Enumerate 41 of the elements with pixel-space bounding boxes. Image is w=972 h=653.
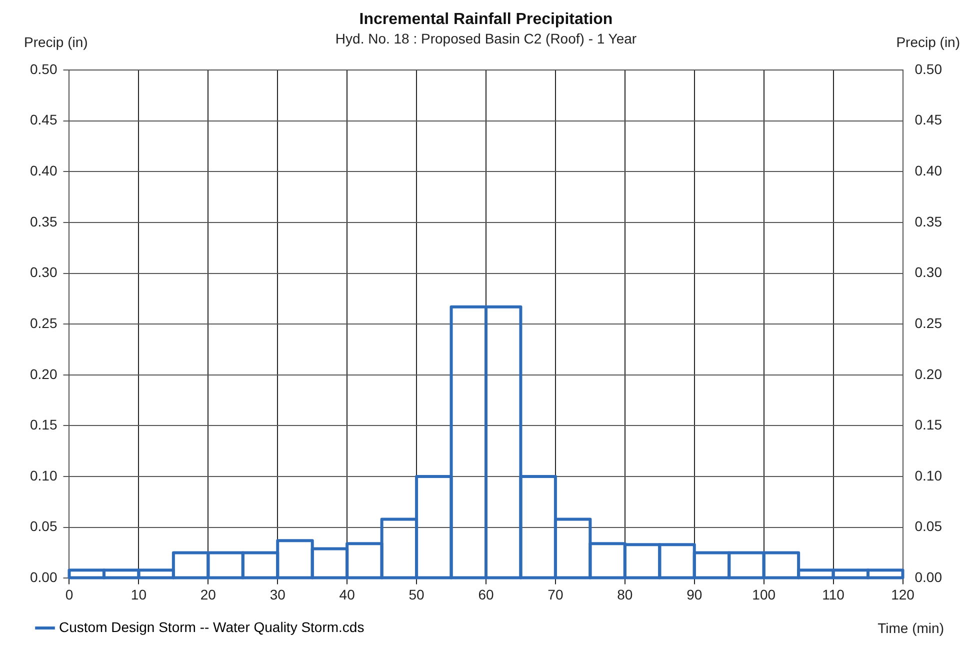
y2-tick-label: 0.30 (914, 264, 942, 280)
x-tick-label: 90 (686, 586, 702, 602)
y2-tick-label: 0.00 (914, 569, 942, 586)
y2-tick-label: 0.15 (914, 416, 942, 433)
y-tick-label: 0.25 (30, 314, 58, 331)
y2-tick-label: 0.05 (914, 518, 942, 534)
x-tick-label: 40 (339, 586, 356, 602)
y2-axis-title: Precip (in) (896, 34, 960, 50)
x-tick-label: 50 (408, 586, 425, 602)
y-tick-label: 0.50 (30, 60, 58, 77)
y2-tick-label: 0.45 (914, 112, 942, 128)
chart-title: Incremental Rainfall Precipitation (359, 11, 613, 28)
chart-subtitle: Hyd. No. 18 : Proposed Basin C2 (Roof) - 1 Year (335, 30, 637, 46)
x-tick-label: 100 (752, 586, 776, 602)
y-tick-label: 0.20 (30, 366, 58, 382)
y-tick-label: 0.05 (30, 518, 58, 534)
y-tick-label: 0.30 (30, 264, 58, 280)
y2-tick-label: 0.20 (914, 366, 942, 382)
y-tick-label: 0.45 (30, 112, 58, 128)
y2-tick-label: 0.25 (914, 314, 942, 331)
x-tick-label: 110 (822, 586, 845, 602)
y2-tick-label: 0.40 (914, 162, 942, 178)
x-tick-label: 80 (617, 586, 633, 602)
legend-label: Custom Design Storm -- Water Quality Storm.cds (59, 618, 364, 635)
x-tick-label: 20 (200, 586, 216, 602)
x-tick-label: 70 (548, 586, 564, 602)
y2-tick-label: 0.35 (914, 213, 942, 230)
x-tick-label: 60 (478, 586, 494, 602)
y2-tick-label: 0.50 (914, 60, 942, 77)
x-tick-label: 0 (65, 586, 74, 602)
x-axis-title: Time (min) (878, 620, 944, 636)
x-tick-label: 30 (270, 586, 286, 602)
y-tick-label: 0.00 (30, 569, 58, 586)
y-tick-label: 0.10 (30, 467, 58, 484)
y-tick-label: 0.40 (30, 162, 58, 178)
y-tick-label: 0.35 (30, 213, 58, 230)
y-tick-label: 0.15 (30, 416, 58, 433)
x-tick-label: 120 (891, 586, 915, 602)
y2-tick-label: 0.10 (914, 467, 942, 484)
x-tick-label: 10 (130, 586, 147, 602)
y-axis-title: Precip (in) (24, 34, 88, 50)
